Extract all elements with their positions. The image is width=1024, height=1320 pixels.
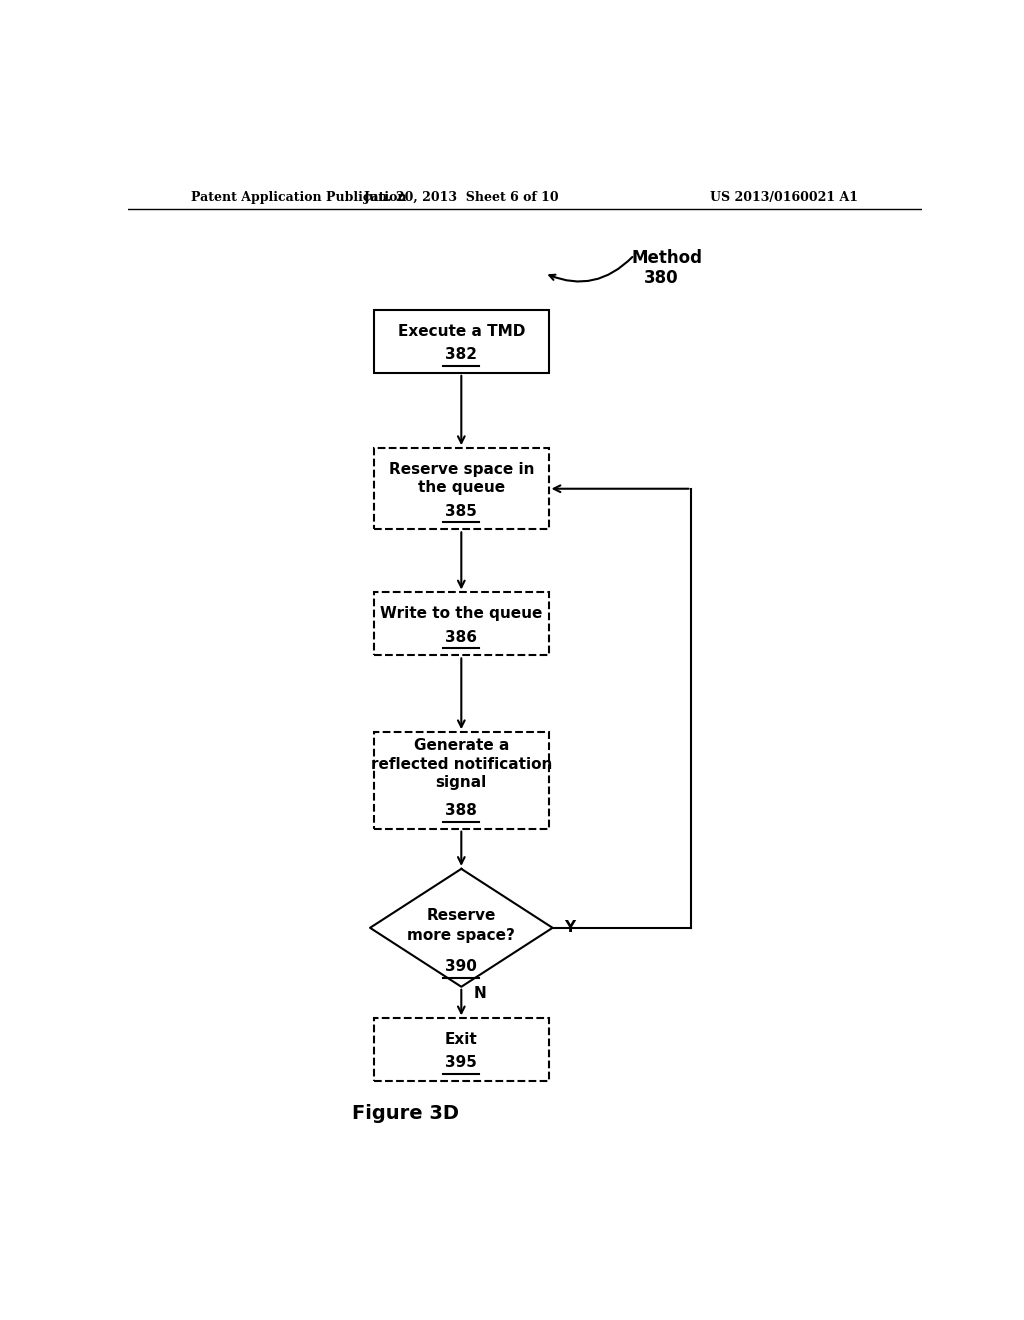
Text: more space?: more space? [408,928,515,944]
Text: Generate a
reflected notification
signal: Generate a reflected notification signal [371,738,552,791]
Text: Reserve space in
the queue: Reserve space in the queue [388,462,535,495]
Bar [374,1018,549,1081]
Text: Method: Method [632,249,702,267]
Text: Execute a TMD: Execute a TMD [397,323,525,339]
Text: Jun. 20, 2013  Sheet 6 of 10: Jun. 20, 2013 Sheet 6 of 10 [364,190,559,203]
Bar [374,447,549,529]
Text: 395: 395 [445,1056,477,1071]
Text: Exit: Exit [445,1032,477,1047]
Text: 385: 385 [445,504,477,519]
Bar [374,733,549,829]
Text: 386: 386 [445,630,477,644]
Text: Patent Application Publication: Patent Application Publication [191,190,407,203]
Text: N: N [473,986,486,1002]
Bar [374,593,549,656]
Text: 390: 390 [445,958,477,974]
Bar [374,310,549,372]
Text: Figure 3D: Figure 3D [352,1105,459,1123]
Text: US 2013/0160021 A1: US 2013/0160021 A1 [710,190,858,203]
Text: 388: 388 [445,803,477,818]
Text: 382: 382 [445,347,477,362]
Text: Y: Y [564,920,575,936]
Text: Write to the queue: Write to the queue [380,606,543,622]
Text: 380: 380 [644,269,679,288]
Text: Reserve: Reserve [427,908,496,923]
